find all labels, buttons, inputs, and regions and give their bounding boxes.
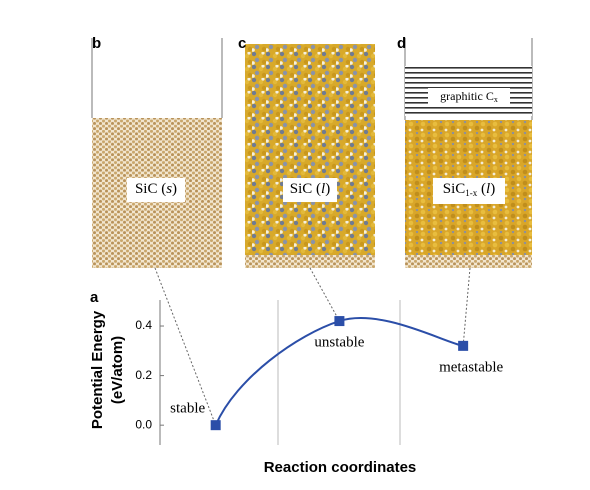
x-axis-label: Reaction coordinates: [264, 459, 417, 476]
panel-letter: d: [397, 35, 406, 52]
panel-letter: a: [90, 289, 99, 306]
layer-label: graphitic Cx: [440, 89, 498, 104]
y-tick-label: 0.4: [135, 318, 152, 332]
y-tick-label: 0.2: [135, 368, 152, 382]
point-label: unstable: [314, 335, 364, 351]
label-box: [127, 178, 185, 202]
connector: [154, 267, 217, 426]
label-part: SiC: [443, 181, 466, 197]
marker: [334, 316, 345, 327]
y-axis-label: (eV/atom): [109, 336, 126, 404]
label-part: ): [325, 181, 330, 197]
label-part: l: [321, 181, 325, 197]
panels: b c d SiC (s) SiC (l) SiC1-x (l) graphit…: [91, 35, 533, 268]
label-box: [428, 88, 510, 106]
connector: [309, 267, 340, 322]
crystal: [245, 255, 375, 268]
label-part: (: [477, 181, 486, 197]
label-part: SiC (: [290, 181, 321, 197]
y-axis-label: Potential Energy: [89, 310, 106, 429]
label-part: graphitic C: [440, 89, 494, 103]
label-box: [283, 178, 337, 202]
marker: [458, 340, 469, 351]
label-part: SiC (: [135, 181, 166, 197]
label-part: ): [172, 181, 177, 197]
crystal: [405, 255, 532, 268]
panel-letter: b: [92, 35, 101, 52]
point-label: stable: [170, 401, 205, 417]
panel-label: SiC (l): [290, 181, 330, 197]
panel-label: SiC (s): [135, 181, 177, 197]
label-part: ): [490, 181, 495, 197]
label-part: l: [486, 181, 490, 197]
panel-label: SiC1-x (l): [443, 181, 495, 198]
marker: [210, 420, 221, 431]
panel-letter: c: [238, 35, 246, 52]
liquid: [245, 44, 375, 256]
label-part: 1-x: [465, 188, 477, 198]
label-part: x: [494, 95, 498, 104]
connector: [462, 267, 471, 346]
label-box: [433, 178, 505, 204]
point-label: metastable: [439, 359, 503, 375]
y-tick-label: 0.0: [135, 417, 152, 431]
label-part: s: [166, 181, 172, 197]
